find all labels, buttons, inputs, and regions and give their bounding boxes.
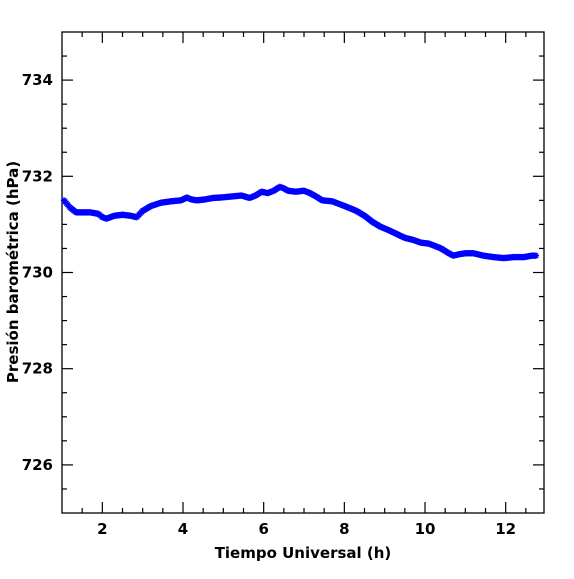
y-tick-label: 726 bbox=[22, 456, 53, 474]
y-axis-title: Presión barométrica (hPa) bbox=[4, 161, 22, 383]
x-tick-label: 4 bbox=[178, 520, 188, 538]
tick-labels: 2 4 6 8 10 12 726 728 730 732 734 bbox=[22, 71, 516, 538]
y-tick-label: 730 bbox=[22, 264, 53, 282]
ticks-layer bbox=[62, 32, 544, 513]
y-tick-label: 732 bbox=[22, 167, 53, 185]
x-tick-label: 12 bbox=[495, 520, 516, 538]
plot-frame bbox=[61, 31, 545, 514]
x-tick-label: 10 bbox=[415, 520, 436, 538]
data-points bbox=[60, 183, 540, 262]
x-tick-label: 2 bbox=[97, 520, 107, 538]
y-tick-label: 734 bbox=[22, 71, 53, 89]
x-tick-label: 6 bbox=[258, 520, 268, 538]
x-axis-title: Tiempo Universal (h) bbox=[215, 544, 392, 562]
y-tick-label: 728 bbox=[22, 360, 53, 378]
data-point bbox=[532, 252, 540, 259]
x-tick-label: 8 bbox=[339, 520, 349, 538]
